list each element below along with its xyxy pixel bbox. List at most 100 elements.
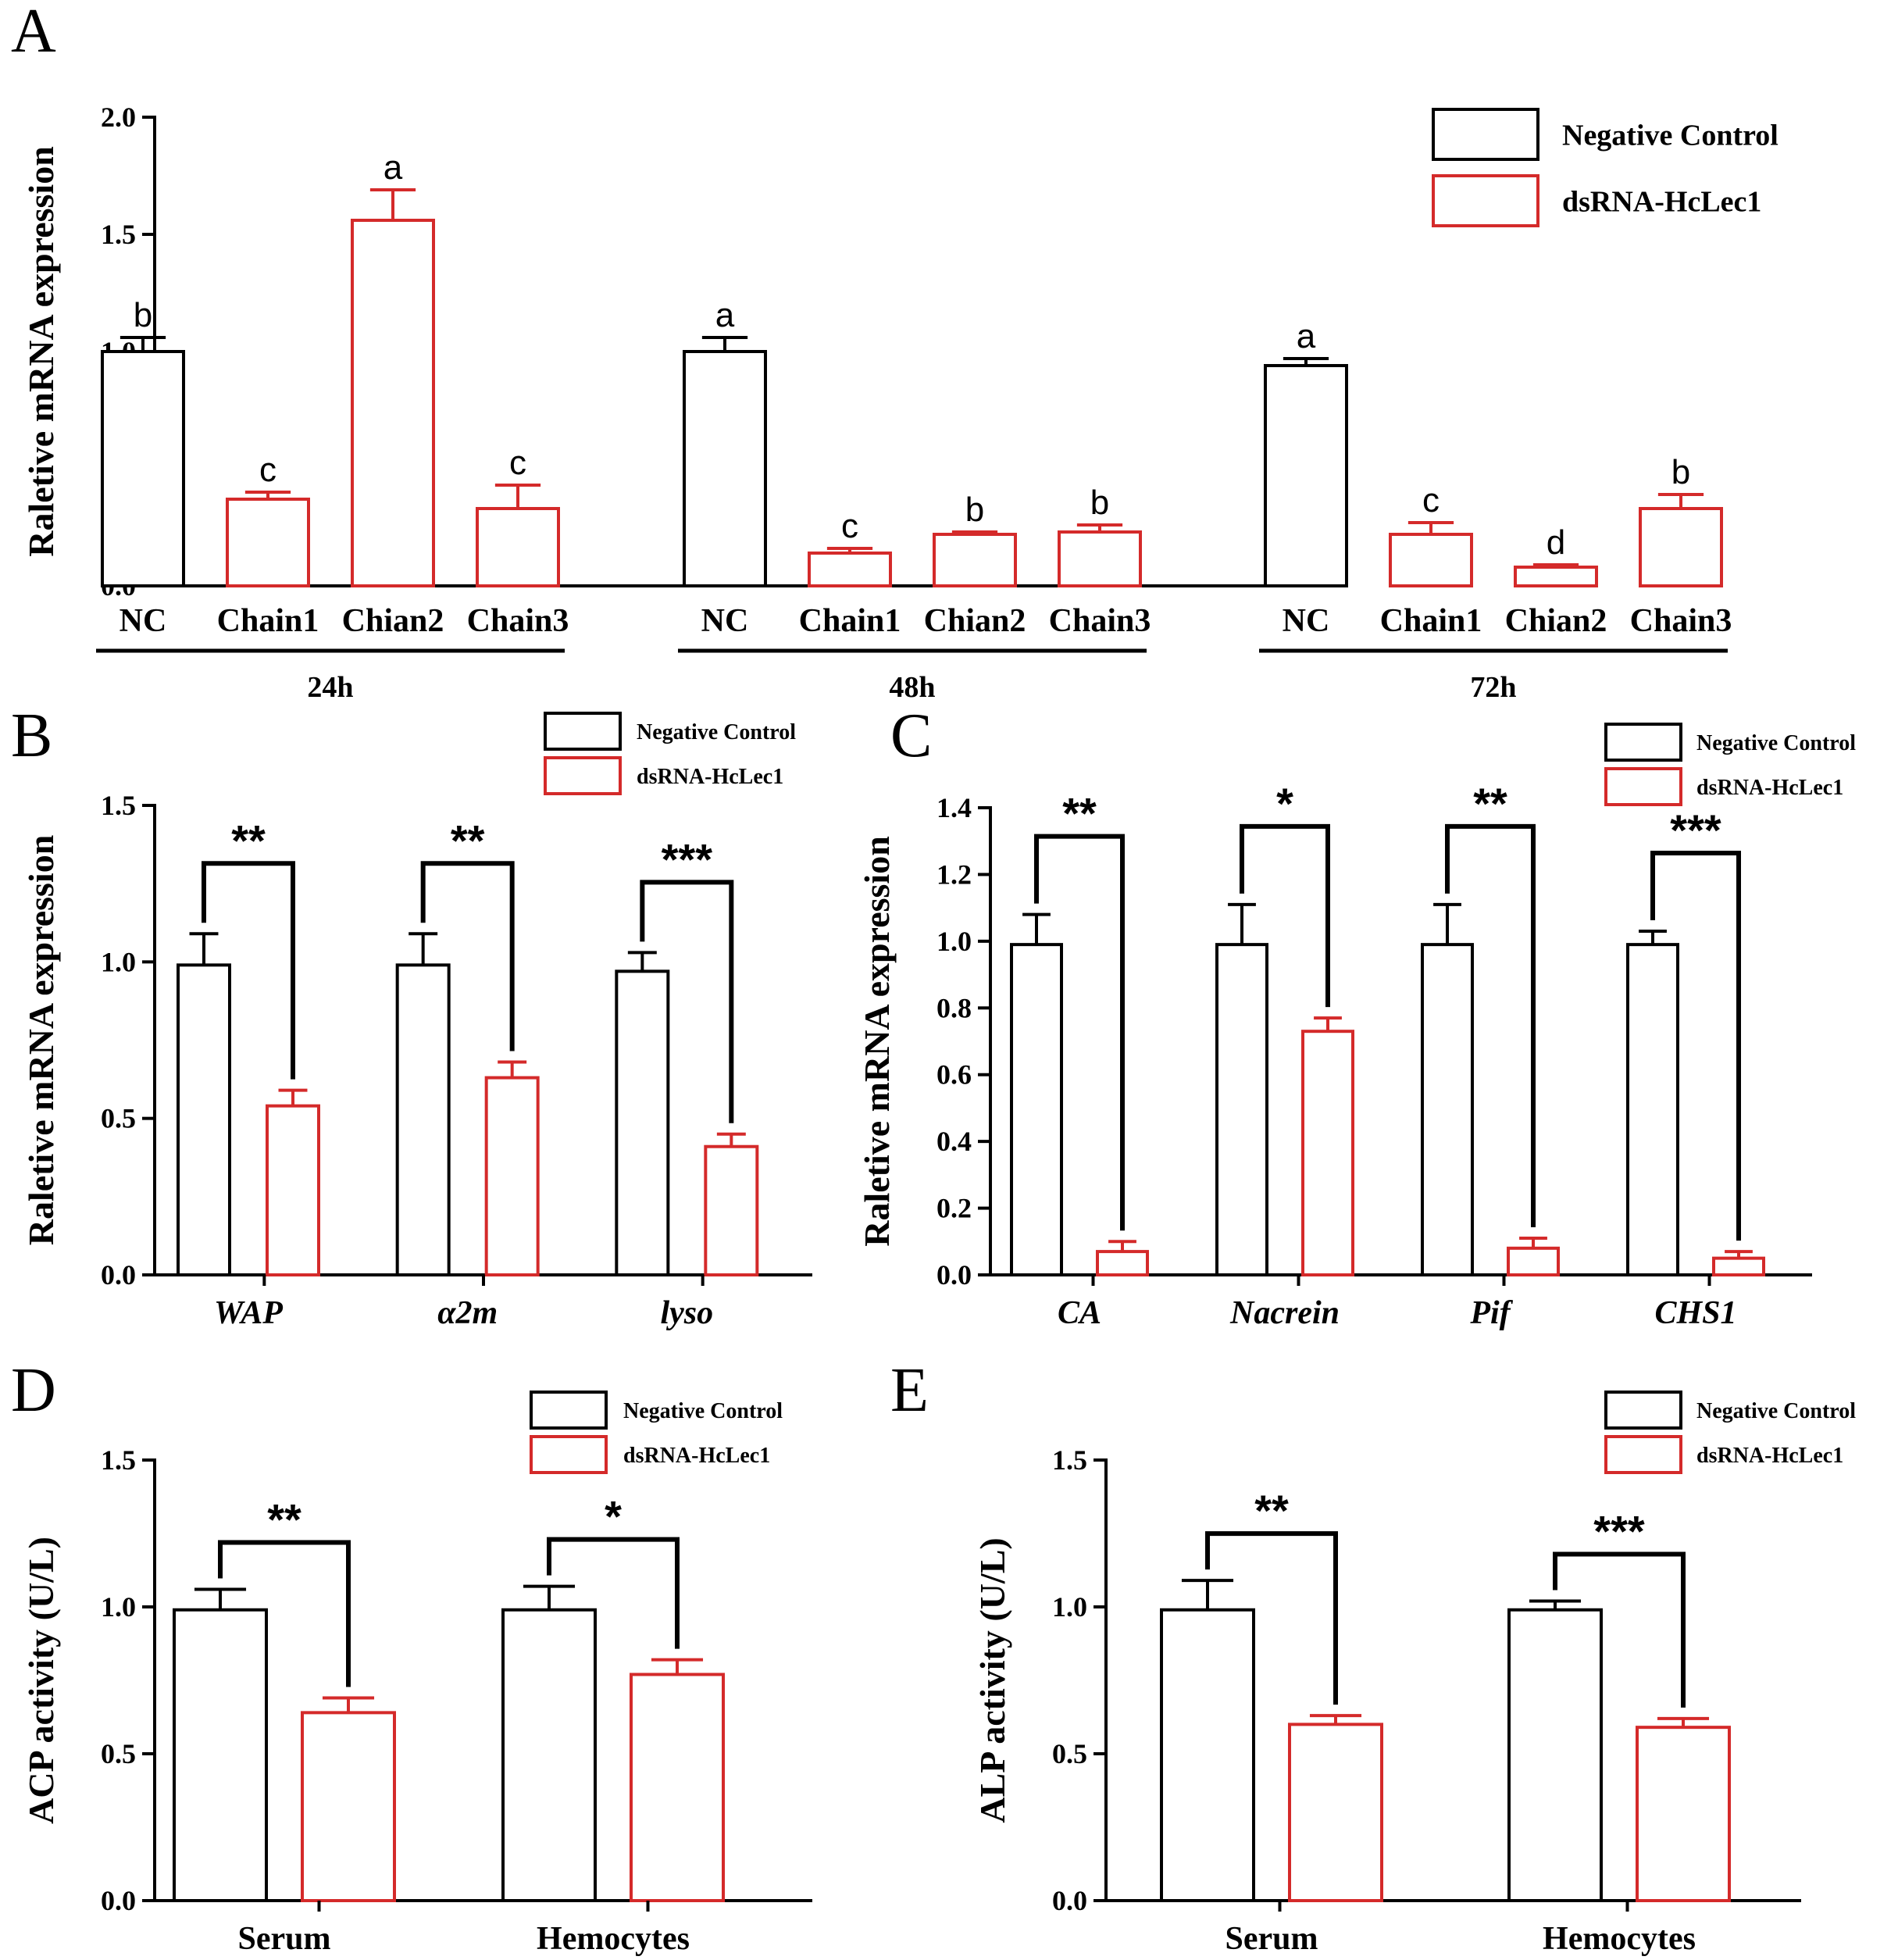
legend-swatch-treatment xyxy=(530,1435,608,1474)
significance-letter: d xyxy=(1547,523,1565,562)
x-category-label: Hemocytes xyxy=(537,1921,690,1957)
y-tick-label: 1.5 xyxy=(101,1444,136,1476)
bar xyxy=(1639,507,1723,587)
x-category-label: CA xyxy=(1058,1295,1101,1331)
significance-letter: c xyxy=(1422,481,1440,519)
bar xyxy=(683,350,767,587)
bar xyxy=(1288,1723,1383,1902)
legend-swatch-control xyxy=(1604,1391,1682,1430)
y-tick-label: 0.0 xyxy=(101,1885,136,1916)
significance-bracket xyxy=(218,1540,351,1687)
y-tick-label: 1.5 xyxy=(101,219,136,250)
significance-bracket xyxy=(640,880,734,1123)
y-tick-label: 1.5 xyxy=(101,790,136,821)
panel-c: C 0.0 0.2 0.4 0.6 0.8 1.0 1.2 1.4 Raletive mRNA e… xyxy=(857,702,1856,1331)
bar xyxy=(484,1076,540,1276)
x-category-label: NC xyxy=(701,603,749,639)
x-category-label: Chain3 xyxy=(1049,603,1151,639)
y-axis-label: Raletive mRNA expression xyxy=(21,146,61,557)
significance-bracket xyxy=(1240,823,1330,1008)
significance-stars: * xyxy=(1276,779,1293,828)
bar xyxy=(501,1608,597,1902)
x-category-label: NC xyxy=(120,603,167,639)
y-tick-label: 1.4 xyxy=(937,792,972,823)
group-label: 24h xyxy=(307,671,353,704)
legend-swatch-control xyxy=(544,712,622,751)
x-category-label: Chain1 xyxy=(1380,603,1482,639)
panel-letter-a: A xyxy=(11,0,56,66)
x-category-label: Chian2 xyxy=(1505,603,1607,639)
bar xyxy=(1514,566,1598,587)
significance-letter: a xyxy=(715,296,735,334)
y-tick-label: 0.0 xyxy=(1052,1885,1087,1916)
bar xyxy=(1507,1246,1560,1277)
significance-letter: b xyxy=(134,296,152,334)
significance-stars: *** xyxy=(1593,1506,1645,1555)
legend-label-control: Negative Control xyxy=(1696,731,1856,755)
y-tick-label: 0.6 xyxy=(937,1059,972,1091)
y-tick-label: 1.0 xyxy=(937,926,972,957)
bar xyxy=(1389,533,1473,587)
significance-bracket xyxy=(1205,1531,1338,1705)
y-axis-label: ALP activity (U/L) xyxy=(972,1537,1012,1823)
x-category-label: Chain1 xyxy=(217,603,319,639)
y-axis-label: Raletive mRNA expression xyxy=(21,835,61,1246)
x-category-label: lyso xyxy=(661,1295,714,1331)
significance-bracket xyxy=(547,1537,680,1649)
panel-letter-c: C xyxy=(890,702,932,770)
legend-swatch-control xyxy=(530,1391,608,1430)
x-category-label: Serum xyxy=(1225,1921,1318,1957)
legend-label-treatment: dsRNA-HcLec1 xyxy=(1562,185,1761,218)
panel-letter-d: D xyxy=(11,1356,56,1425)
bar xyxy=(226,498,310,587)
x-category-label: NC xyxy=(1283,603,1330,639)
bar xyxy=(1215,943,1268,1276)
bar xyxy=(808,552,892,587)
legend-label-control: Negative Control xyxy=(1696,1399,1856,1423)
significance-stars: ** xyxy=(451,816,485,865)
bar xyxy=(395,963,451,1276)
legend: Negative Control dsRNA-HcLec1 xyxy=(544,712,796,795)
significance-letter: a xyxy=(384,148,403,187)
legend: Negative Control dsRNA-HcLec1 xyxy=(530,1391,783,1474)
group-label: 48h xyxy=(889,671,935,704)
bar xyxy=(173,1608,268,1902)
legend-label-control: Negative Control xyxy=(623,1399,783,1423)
panel-d: D 0.0 0.5 1.0 1.5 ACP activity (U/L) Negative … xyxy=(11,1356,812,1957)
bar xyxy=(1058,530,1142,587)
significance-bracket xyxy=(202,861,295,1080)
significance-letter: b xyxy=(1090,484,1109,522)
x-category-label: Chain1 xyxy=(799,603,901,639)
significance-stars: ** xyxy=(1473,779,1507,828)
panel-b: B 0.0 0.5 1.0 1.5 Raletive mRNA expression Neg… xyxy=(11,702,812,1331)
bar xyxy=(1301,1030,1354,1276)
bar xyxy=(630,1673,725,1902)
significance-bracket xyxy=(1553,1551,1686,1708)
bar xyxy=(1096,1250,1149,1276)
legend-swatch-treatment xyxy=(1604,767,1682,806)
y-axis-label: ACP activity (U/L) xyxy=(21,1537,61,1824)
legend-label-treatment: dsRNA-HcLec1 xyxy=(1696,1444,1843,1468)
significance-stars: ** xyxy=(1254,1486,1289,1535)
legend: Negative Control dsRNA-HcLec1 xyxy=(1432,108,1778,227)
y-tick-label: 1.5 xyxy=(1052,1444,1087,1476)
significance-letter: b xyxy=(965,491,984,529)
x-category-label: Chain3 xyxy=(1630,603,1732,639)
group-label: 72h xyxy=(1470,671,1516,704)
bar xyxy=(1712,1256,1765,1276)
legend-label-treatment: dsRNA-HcLec1 xyxy=(623,1444,770,1468)
bar xyxy=(266,1104,320,1277)
bar xyxy=(933,533,1017,587)
bar xyxy=(1636,1726,1731,1902)
y-tick-label: 1.2 xyxy=(937,859,972,890)
x-category-label: Serum xyxy=(238,1921,331,1957)
legend-label-treatment: dsRNA-HcLec1 xyxy=(637,765,783,789)
significance-letter: c xyxy=(509,444,526,482)
y-tick-label: 0.4 xyxy=(937,1126,972,1157)
x-category-label: Nacrein xyxy=(1229,1295,1340,1331)
significance-stars: *** xyxy=(1670,805,1721,855)
bar xyxy=(351,219,435,587)
y-tick-label: 0.2 xyxy=(937,1193,972,1224)
